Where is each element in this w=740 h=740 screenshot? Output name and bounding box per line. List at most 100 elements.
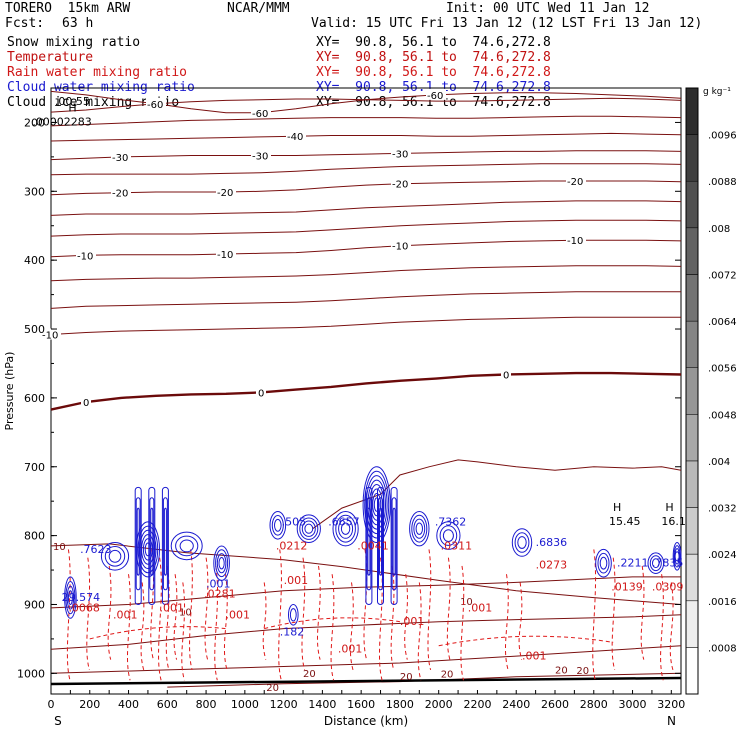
model-label: TORERO 15km ARW bbox=[5, 1, 131, 16]
cloud-water-mixing-ratio-contour bbox=[289, 608, 297, 622]
fcst-value: 63 h bbox=[62, 16, 94, 31]
cloud-water-mixing-ratio-contour bbox=[66, 585, 75, 610]
rain-contour-label: .001 bbox=[400, 615, 425, 628]
contour-label-bg bbox=[41, 328, 61, 340]
contour-label-bg bbox=[566, 174, 586, 186]
x-axis-tick-label: 800 bbox=[196, 698, 217, 711]
cloud-water-mixing-ratio-contour bbox=[439, 525, 458, 546]
init-label: Init: 00 UTC Wed 11 Jan 12 bbox=[446, 1, 650, 16]
cloud-water-column-contour bbox=[365, 486, 373, 605]
cloud-water-mixing-ratio-contour bbox=[338, 518, 354, 539]
y-axis-tick-label: 600 bbox=[24, 392, 45, 405]
colorbar-segment bbox=[685, 553, 699, 602]
field-value-label: .0212 bbox=[276, 539, 308, 552]
valid-label: Valid: 15 UTC Fri 13 Jan 12 (12 LST Fri … bbox=[311, 16, 703, 31]
zero-contour-label: 0 bbox=[258, 388, 264, 399]
x-axis-label: Distance (km) bbox=[324, 714, 408, 728]
warm-contour-label: 20 bbox=[303, 669, 316, 680]
warm-temperature-contour bbox=[50, 645, 682, 674]
field-xy-snow: XY= 90.8, 56.1 to 74.6,272.8 bbox=[316, 35, 551, 50]
cloud-water-column-contour bbox=[163, 507, 167, 576]
cloud-water-mixing-ratio-contour bbox=[100, 542, 130, 571]
colorbar-segment bbox=[685, 320, 699, 368]
cloud-water-column-contour bbox=[149, 497, 155, 591]
colorbar-tick-label: .0096 bbox=[708, 131, 737, 142]
temperature-contour bbox=[50, 239, 682, 258]
cloud-water-mixing-ratio-contour bbox=[218, 557, 225, 570]
cloud-water-column-contour bbox=[161, 486, 169, 605]
field-value-label: .0139 bbox=[611, 581, 643, 594]
rain-mixing-ratio-contour bbox=[446, 557, 451, 660]
temperature-contour bbox=[50, 219, 682, 237]
cloud-water-column-contour bbox=[391, 497, 397, 591]
axis-end-label-right: N bbox=[667, 714, 676, 728]
colorbar-segment bbox=[685, 367, 699, 415]
cloud-water-column-contour bbox=[150, 507, 154, 576]
colorbar-tick-label: .0032 bbox=[708, 504, 737, 515]
contour-label-bg bbox=[216, 247, 236, 259]
temperature-contour-label: -10 bbox=[567, 236, 583, 247]
temperature-contour bbox=[50, 132, 682, 142]
high-value: 15.45 bbox=[609, 515, 641, 528]
cloud-water-mixing-ratio-contour bbox=[216, 553, 227, 574]
cloud-water-mixing-ratio-contour bbox=[213, 545, 230, 581]
rain-mixing-ratio-contour bbox=[126, 574, 131, 681]
rain-mixing-ratio-contour bbox=[438, 635, 614, 647]
cloud-water-mixing-ratio-contour bbox=[647, 552, 665, 575]
colorbar-segment bbox=[685, 87, 699, 135]
cloud-water-mixing-ratio-contour bbox=[271, 515, 284, 536]
colorbar-tick-label: .0048 bbox=[708, 410, 737, 421]
field-value-label: .00.55 bbox=[55, 95, 90, 108]
field-value-label: .0068 bbox=[68, 601, 100, 614]
rain-mixing-ratio-contour bbox=[66, 549, 71, 681]
rain-mixing-ratio-contour bbox=[158, 557, 162, 681]
cloud-water-mixing-ratio-contour bbox=[340, 522, 351, 535]
cloud-water-mixing-ratio-contour bbox=[67, 590, 73, 605]
temperature-contour-label: -30 bbox=[392, 149, 408, 160]
high-value: 16.1 bbox=[661, 515, 686, 528]
rain-contour-label: .001 bbox=[284, 574, 309, 587]
contour-label-bg bbox=[111, 150, 131, 162]
cloud-water-mixing-ratio-contour bbox=[64, 576, 77, 619]
cloud-water-mixing-ratio-contour bbox=[65, 581, 76, 615]
rain-contour-label: .001 bbox=[113, 608, 137, 621]
warm-contour-label: 20 bbox=[555, 665, 568, 676]
colorbar-tick-label: .0008 bbox=[708, 643, 737, 654]
temperature-contour-label: -60 bbox=[427, 91, 443, 102]
rain-mixing-ratio-contour bbox=[264, 617, 400, 630]
temperature-contour bbox=[50, 150, 682, 161]
cloud-water-mixing-ratio-contour bbox=[442, 529, 454, 542]
cloud-water-mixing-ratio-contour bbox=[652, 558, 660, 569]
colorbar-tick-label: .0064 bbox=[708, 317, 737, 328]
rain-mixing-ratio-contour bbox=[378, 557, 383, 681]
x-axis-tick-label: 400 bbox=[118, 698, 139, 711]
y-axis-tick-label: 300 bbox=[24, 185, 45, 198]
field-value-label: .182 bbox=[280, 625, 305, 638]
field-value-label: .0309 bbox=[652, 581, 684, 594]
cloud-water-mixing-ratio-contour bbox=[296, 514, 321, 544]
field-name-rain: Rain water mixing ratio bbox=[7, 65, 188, 80]
temperature-contour bbox=[50, 90, 682, 114]
field-value-label: .0311 bbox=[441, 539, 473, 552]
temperature-contour bbox=[50, 115, 682, 127]
high-marker: H bbox=[68, 102, 76, 115]
cloud-water-mixing-ratio-contour bbox=[301, 520, 316, 537]
cloud-water-mixing-ratio-contour bbox=[514, 532, 530, 553]
rain-mixing-ratio-contour bbox=[505, 574, 509, 671]
temperature-contour-label: -10 bbox=[42, 331, 58, 342]
temperature-contour-label: -20 bbox=[392, 180, 408, 191]
contour-label-bg bbox=[76, 249, 96, 261]
field-value-label: .7362 bbox=[435, 515, 467, 528]
cloud-water-column-contour bbox=[136, 507, 140, 576]
temperature-contour bbox=[50, 97, 682, 113]
temperature-contour-label: -30 bbox=[252, 151, 268, 162]
cloud-water-mixing-ratio-contour bbox=[364, 470, 390, 539]
temperature-contour bbox=[50, 200, 682, 216]
field-value-label: .6657 bbox=[328, 515, 360, 528]
cloud-water-column-contour bbox=[390, 486, 398, 605]
contour-label-bg bbox=[81, 396, 91, 408]
contour-label-bg bbox=[251, 149, 271, 161]
field-value-label: .0281 bbox=[204, 588, 236, 601]
cloud-water-mixing-ratio-contour bbox=[108, 549, 122, 563]
warm-contour-label: 10 bbox=[179, 607, 192, 618]
